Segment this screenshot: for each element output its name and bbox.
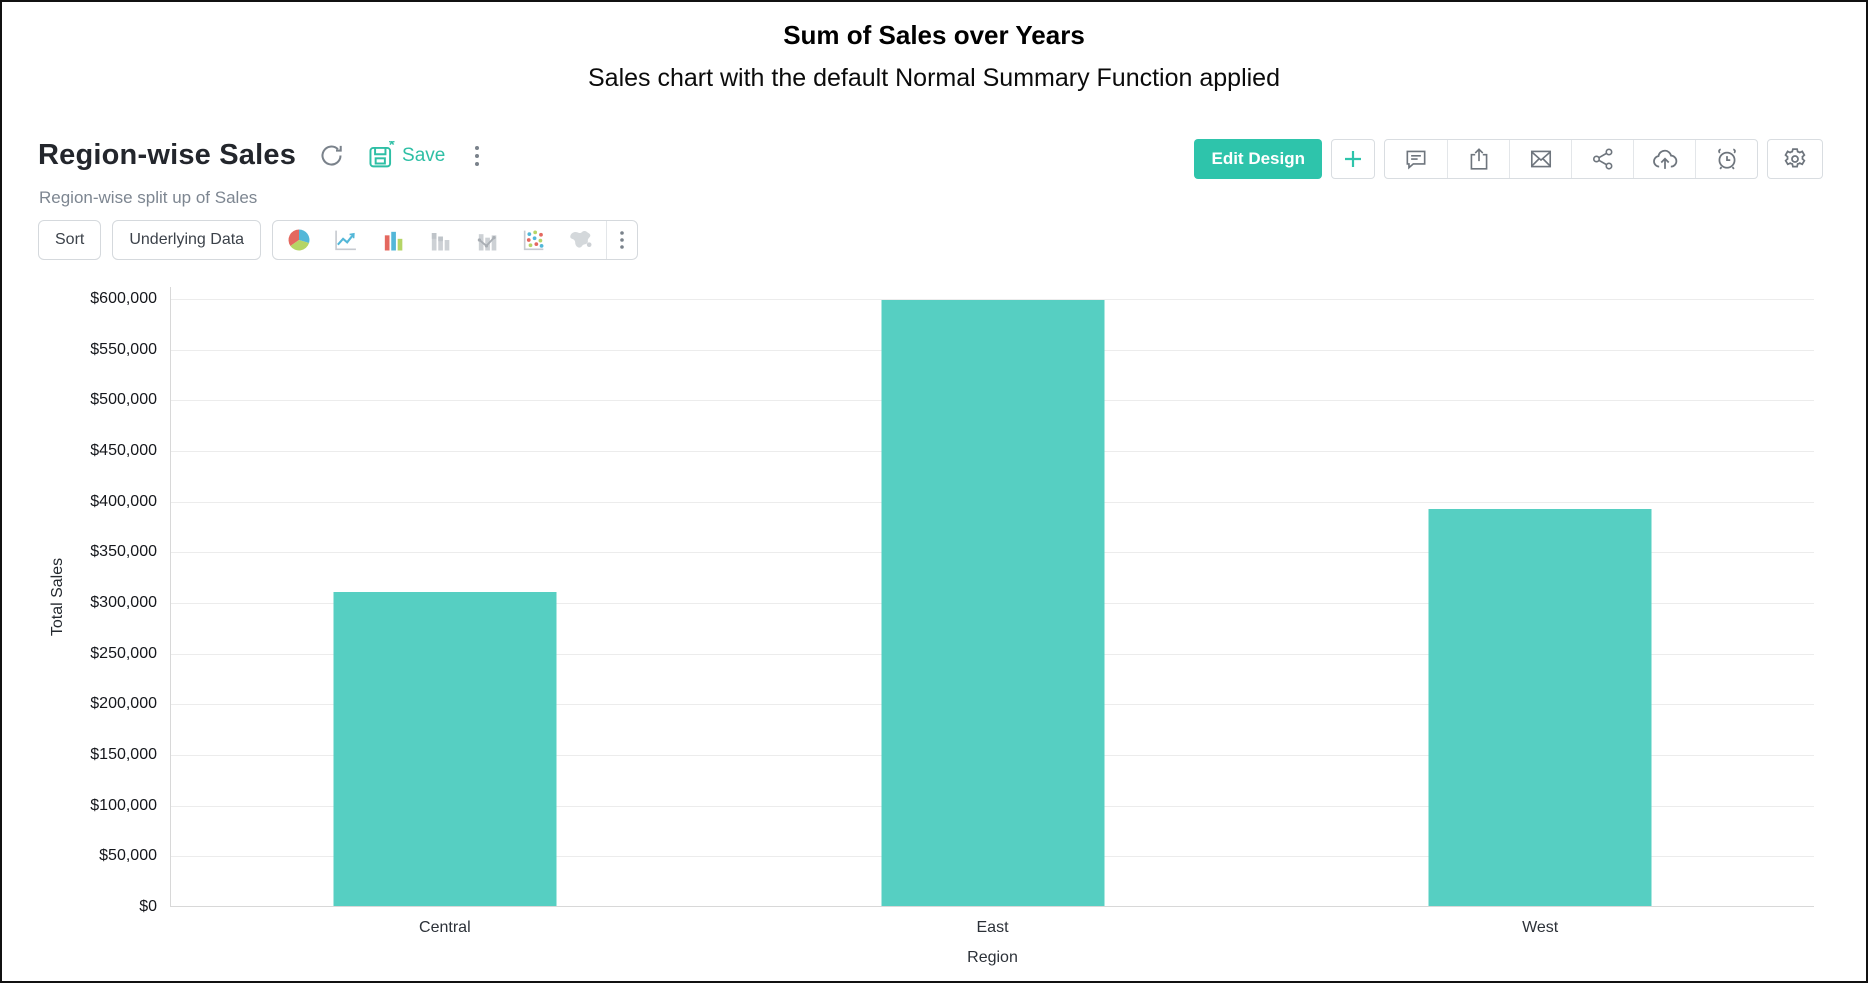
y-axis-title: Total Sales xyxy=(49,557,66,637)
sort-button[interactable]: Sort xyxy=(38,220,102,260)
chart-type-bar[interactable] xyxy=(369,222,416,258)
chart-type-switcher xyxy=(272,220,639,260)
bar-east[interactable] xyxy=(881,300,1104,906)
x-axis-title: Region xyxy=(967,949,1018,966)
save-icon: * xyxy=(367,141,397,171)
chart-type-pie[interactable] xyxy=(275,222,322,258)
publish-button[interactable] xyxy=(1633,140,1695,178)
share-button[interactable] xyxy=(1571,140,1633,178)
email-button[interactable] xyxy=(1509,140,1571,178)
line-chart-icon xyxy=(332,226,360,254)
edit-design-button[interactable]: Edit Design xyxy=(1194,139,1322,179)
chart-toolbar: Sort Underlying Data xyxy=(38,220,639,260)
save-label: Save xyxy=(402,144,446,166)
chart-type-line[interactable] xyxy=(322,222,369,258)
add-button[interactable] xyxy=(1331,139,1375,179)
refresh-icon xyxy=(318,142,345,169)
y-tick-label: $550,000 xyxy=(90,340,157,358)
y-tick-label: $300,000 xyxy=(90,594,157,611)
map-chart-icon xyxy=(567,226,595,254)
comments-button[interactable] xyxy=(1385,140,1447,178)
plus-icon xyxy=(1341,147,1365,171)
settings-button[interactable] xyxy=(1767,139,1823,179)
y-tick-label: $0 xyxy=(139,898,157,915)
x-tick-label: East xyxy=(976,919,1009,936)
bar-central[interactable] xyxy=(333,591,557,906)
save-button[interactable]: * Save xyxy=(367,141,445,171)
toolbar-divider xyxy=(606,221,608,259)
svg-text:*: * xyxy=(389,141,395,154)
mail-icon xyxy=(1528,146,1554,172)
report-header: Region-wise Sales * Save xyxy=(38,139,487,172)
y-tick-label: $200,000 xyxy=(90,695,157,713)
export-button[interactable] xyxy=(1447,140,1509,178)
header-actions: Edit Design xyxy=(1194,139,1823,179)
share-icon-group xyxy=(1384,139,1758,179)
y-tick-label: $500,000 xyxy=(90,391,157,409)
x-tick-label: Central xyxy=(419,919,471,936)
settings-gear-icon xyxy=(1781,145,1809,173)
schedule-icon xyxy=(1713,145,1741,173)
kebab-menu-icon xyxy=(613,228,631,252)
y-tick-label: $100,000 xyxy=(90,796,157,814)
gridline xyxy=(171,299,1814,300)
y-tick-label: $450,000 xyxy=(90,442,157,459)
schedule-button[interactable] xyxy=(1695,140,1757,178)
report-more-menu-button[interactable] xyxy=(467,143,487,169)
y-tick-label: $150,000 xyxy=(90,746,157,763)
stacked-bar-icon xyxy=(426,226,454,254)
pie-chart-icon xyxy=(285,226,313,254)
report-description: Region-wise split up of Sales xyxy=(39,188,258,207)
y-tick-label: $350,000 xyxy=(90,543,157,561)
comment-icon xyxy=(1403,146,1429,172)
report-title: Region-wise Sales xyxy=(38,139,297,171)
y-tick-label: $250,000 xyxy=(90,644,157,662)
y-tick-label: $600,000 xyxy=(90,290,157,307)
export-icon xyxy=(1466,146,1492,172)
chart-type-more-button[interactable] xyxy=(609,222,635,258)
kebab-menu-icon xyxy=(467,143,487,169)
bar-chart-icon xyxy=(379,226,407,254)
chart-type-scatter[interactable] xyxy=(510,222,557,258)
scatter-plot-icon xyxy=(520,226,548,254)
page-subtitle: Sales chart with the default Normal Summ… xyxy=(588,64,1280,92)
page-title: Sum of Sales over Years xyxy=(783,20,1085,50)
bar-west[interactable] xyxy=(1428,508,1652,906)
plot-area: Region $0 $50,000 $100,000 $150,000 $200,000… xyxy=(90,287,1814,966)
refresh-button[interactable] xyxy=(318,142,345,169)
combo-chart-icon xyxy=(473,226,501,254)
underlying-data-button[interactable]: Underlying Data xyxy=(112,220,262,260)
chart-type-map[interactable] xyxy=(557,222,604,258)
chart-type-combo[interactable] xyxy=(463,222,510,258)
y-tick-label: $400,000 xyxy=(90,492,157,510)
share-icon xyxy=(1590,146,1616,172)
x-tick-label: West xyxy=(1522,919,1559,936)
cloud-upload-icon xyxy=(1651,145,1679,173)
y-tick-label: $50,000 xyxy=(99,847,157,865)
chart-type-stacked-bar[interactable] xyxy=(416,222,463,258)
